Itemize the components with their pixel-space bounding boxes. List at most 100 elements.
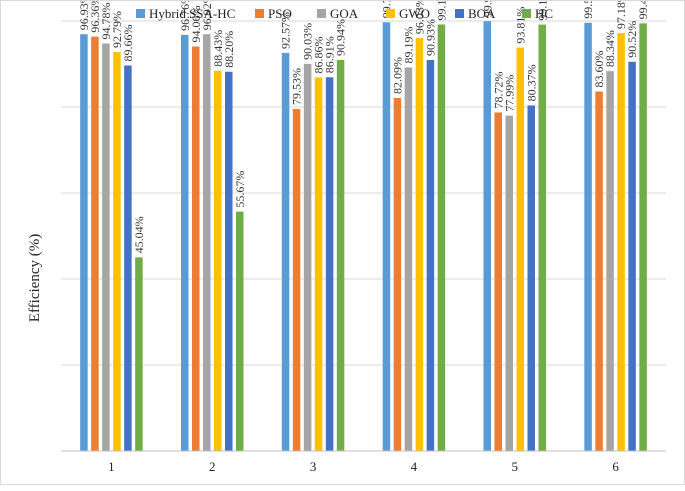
data-label: 90.03% xyxy=(301,23,315,60)
data-label: 96.03% xyxy=(412,1,426,34)
data-label: 77.99% xyxy=(502,75,516,112)
bar-pso-4 xyxy=(393,98,402,451)
legend-label: GWO xyxy=(399,6,430,21)
bar-hybrid-ssa-hc-2 xyxy=(181,34,189,451)
x-tick-label: 5 xyxy=(512,459,519,474)
bar-gwo-6 xyxy=(617,33,625,451)
bar-goa-1 xyxy=(102,43,110,452)
data-label: 96.92% xyxy=(200,1,214,30)
legend-label: BOA xyxy=(468,6,496,21)
data-label: 92.57% xyxy=(279,12,293,49)
x-tick-label: 1 xyxy=(108,459,115,474)
legend-swatch xyxy=(386,9,395,18)
data-label: 82.09% xyxy=(390,57,404,94)
data-label: 79.53% xyxy=(290,68,304,105)
bar-pso-3 xyxy=(292,109,301,452)
legend-item: HC xyxy=(522,6,553,21)
bar-hc-6 xyxy=(639,23,647,452)
bar-boa-5 xyxy=(527,105,535,451)
data-label: 99.45% xyxy=(636,1,650,19)
bar-hc-3 xyxy=(336,59,345,451)
bar-pso-2 xyxy=(192,46,200,452)
bar-pso-1 xyxy=(91,36,99,451)
x-tick-label: 3 xyxy=(310,459,317,474)
data-label: 90.52% xyxy=(625,21,639,58)
data-label: 90.94% xyxy=(334,19,348,56)
data-label: 55.67% xyxy=(233,171,247,208)
legend-swatch xyxy=(317,9,326,18)
data-label: 86.91% xyxy=(323,36,337,73)
legend-label: GOA xyxy=(330,6,359,21)
bar-goa-3 xyxy=(303,63,312,451)
legend-swatch xyxy=(136,9,145,18)
data-label: 80.37% xyxy=(524,64,538,101)
bar-pso-5 xyxy=(494,112,502,451)
legend-item: Hybrid SSA-HC xyxy=(136,6,235,21)
bar-hc-1 xyxy=(135,257,143,451)
bar-gwo-4 xyxy=(415,38,424,452)
bars xyxy=(80,21,647,452)
data-label: 90.93% xyxy=(423,19,437,56)
x-tick-label: 4 xyxy=(411,459,418,474)
x-axis: 1 2 3 4 5 6 xyxy=(61,450,666,474)
bar-gwo-2 xyxy=(214,70,222,451)
data-label: 88.34% xyxy=(603,30,617,67)
legend-item: PSO xyxy=(255,6,292,21)
legend-swatch xyxy=(455,9,464,18)
bar-hybrid-ssa-hc-1 xyxy=(80,34,88,452)
bar-goa-4 xyxy=(404,67,413,451)
bar-boa-6 xyxy=(628,61,636,451)
bar-goa-6 xyxy=(606,71,614,451)
data-label: 96.36% xyxy=(88,1,102,33)
data-label: 99.19% xyxy=(434,1,448,20)
data-label: 92.79% xyxy=(110,11,124,48)
data-label: 99.59% xyxy=(581,1,595,19)
legend-swatch xyxy=(522,9,531,18)
data-labels: 96.93%96.36%94.78%92.79%89.66% 45.04% 96.7… xyxy=(77,0,650,253)
legend-label: Hybrid SSA-HC xyxy=(149,6,235,21)
bar-hybrid-ssa-hc-3 xyxy=(281,52,290,451)
data-label: 99.16% xyxy=(535,1,549,21)
bar-hc-4 xyxy=(437,24,446,451)
bar-pso-6 xyxy=(595,91,603,452)
bar-hc-2 xyxy=(236,211,244,451)
data-label: 88.43% xyxy=(211,30,225,67)
bar-gwo-3 xyxy=(314,77,323,451)
bar-gwo-5 xyxy=(516,47,524,451)
gridlines xyxy=(61,20,666,366)
legend-swatch xyxy=(255,9,264,18)
bar-boa-4 xyxy=(426,60,435,451)
bar-hybrid-ssa-hc-4 xyxy=(382,22,391,451)
bar-boa-1 xyxy=(124,65,132,451)
data-label: 89.19% xyxy=(401,26,415,63)
bar-hybrid-ssa-hc-5 xyxy=(483,21,491,452)
data-label: 97.18% xyxy=(614,1,628,29)
data-label: 96.93% xyxy=(77,1,91,30)
legend-label: HC xyxy=(535,6,553,21)
data-label: 88.20% xyxy=(222,31,236,68)
legend: Hybrid SSA-HC PSO GOA GWO BOA HC xyxy=(136,6,553,21)
bar-hybrid-ssa-hc-6 xyxy=(584,22,592,451)
data-label: 86.86% xyxy=(312,37,326,74)
data-label: 99.95% xyxy=(480,1,494,17)
legend-label: PSO xyxy=(268,6,292,21)
data-label: 94.78% xyxy=(99,2,113,39)
bar-hc-5 xyxy=(538,24,546,451)
legend-item: GWO xyxy=(386,6,430,21)
data-label: 94.06% xyxy=(189,6,203,43)
data-label: 83.60% xyxy=(592,51,606,88)
data-label: 96.76% xyxy=(178,1,192,31)
bar-gwo-1 xyxy=(113,52,121,452)
data-label: 45.04% xyxy=(132,216,146,253)
bar-goa-5 xyxy=(505,115,513,451)
data-label: 89.66% xyxy=(121,24,135,61)
legend-item: BOA xyxy=(455,6,496,21)
bar-goa-2 xyxy=(203,34,211,452)
bar-boa-3 xyxy=(325,77,334,452)
y-axis-label: Efficiency (%) xyxy=(27,234,43,322)
x-tick-label: 2 xyxy=(209,459,216,474)
x-tick-label: 6 xyxy=(612,459,619,474)
bar-boa-2 xyxy=(225,71,233,452)
